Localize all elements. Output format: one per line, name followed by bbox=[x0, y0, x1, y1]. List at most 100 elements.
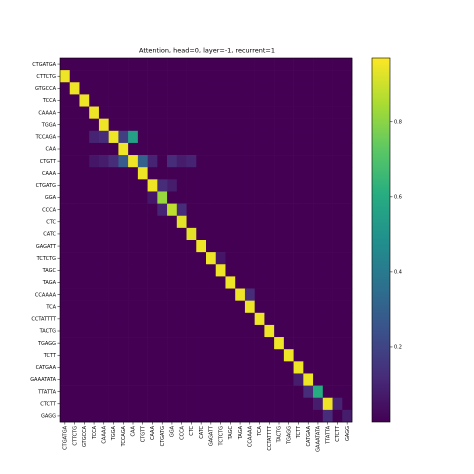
colorbar-tick-label: 0.4 bbox=[394, 270, 402, 276]
heatmap-cell bbox=[79, 385, 90, 399]
heatmap-cell bbox=[137, 373, 148, 386]
heatmap-cell bbox=[313, 215, 324, 229]
heatmap-cell bbox=[79, 70, 90, 83]
heatmap-cell bbox=[196, 179, 207, 192]
heatmap-cell bbox=[89, 215, 100, 229]
heatmap-cell bbox=[186, 252, 197, 265]
heatmap-cell bbox=[167, 312, 178, 326]
heatmap-cell bbox=[264, 118, 275, 132]
heatmap-cell bbox=[176, 82, 187, 95]
heatmap-cell bbox=[147, 142, 158, 156]
row-tick-label: CCTATTTT bbox=[31, 317, 57, 323]
heatmap-cell bbox=[274, 252, 285, 265]
heatmap-cell bbox=[98, 337, 109, 350]
heatmap-cell bbox=[69, 276, 80, 289]
heatmap-cell bbox=[332, 276, 343, 289]
heatmap-cell bbox=[274, 397, 285, 411]
heatmap-cell bbox=[186, 397, 197, 411]
heatmap-cell bbox=[283, 349, 294, 362]
heatmap-cell bbox=[313, 361, 324, 374]
heatmap-cell bbox=[196, 288, 207, 301]
heatmap-cell bbox=[244, 94, 255, 107]
column-tick-label: CTTCTG bbox=[72, 426, 78, 446]
heatmap-cell bbox=[244, 215, 255, 229]
heatmap-cell bbox=[118, 276, 129, 289]
heatmap-cell bbox=[176, 106, 187, 119]
heatmap-cell bbox=[322, 373, 333, 386]
heatmap-cell bbox=[225, 215, 236, 229]
heatmap-cell bbox=[98, 240, 109, 253]
heatmap-cell bbox=[167, 94, 178, 107]
heatmap-cell bbox=[254, 179, 265, 192]
heatmap-cell bbox=[98, 385, 109, 399]
heatmap-cell bbox=[342, 361, 353, 374]
heatmap-cell bbox=[137, 58, 148, 71]
heatmap-cell bbox=[225, 373, 236, 386]
heatmap-cell bbox=[322, 300, 333, 314]
heatmap-cell bbox=[176, 142, 187, 156]
heatmap-cell bbox=[69, 361, 80, 374]
heatmap-cell bbox=[196, 167, 207, 180]
heatmap-cell bbox=[206, 385, 217, 399]
heatmap-cell bbox=[322, 240, 333, 253]
heatmap-cell bbox=[225, 349, 236, 362]
heatmap-cell bbox=[128, 118, 139, 132]
heatmap-cell bbox=[157, 215, 168, 229]
column-tick-label: CCCA bbox=[179, 425, 185, 439]
heatmap-cell bbox=[128, 337, 139, 350]
heatmap-cell bbox=[206, 361, 217, 374]
heatmap-cell bbox=[176, 373, 187, 386]
heatmap-cell bbox=[254, 312, 265, 326]
heatmap-cell bbox=[60, 385, 71, 399]
heatmap-cell bbox=[313, 203, 324, 217]
heatmap-cell bbox=[186, 167, 197, 180]
heatmap-cell bbox=[196, 312, 207, 326]
heatmap-cell bbox=[147, 203, 158, 217]
heatmap-cell bbox=[322, 191, 333, 204]
heatmap-cell bbox=[157, 409, 168, 423]
heatmap-cell bbox=[215, 155, 226, 168]
heatmap-cell bbox=[274, 409, 285, 423]
heatmap-cell bbox=[118, 337, 129, 350]
heatmap-cell bbox=[98, 142, 109, 156]
heatmap-cell bbox=[89, 142, 100, 156]
heatmap-cell bbox=[157, 324, 168, 338]
heatmap-cell bbox=[274, 264, 285, 277]
heatmap-cell bbox=[108, 94, 119, 107]
heatmap-cell bbox=[215, 106, 226, 119]
heatmap-cell bbox=[128, 155, 139, 168]
heatmap-cell bbox=[186, 276, 197, 289]
heatmap-cell bbox=[79, 203, 90, 217]
heatmap-cell bbox=[167, 155, 178, 168]
heatmap-cell bbox=[157, 155, 168, 168]
colorbar-tick-label: 0.8 bbox=[394, 120, 402, 126]
heatmap-cell bbox=[225, 324, 236, 338]
heatmap-cell bbox=[98, 179, 109, 192]
heatmap-cell bbox=[89, 276, 100, 289]
heatmap-cell bbox=[157, 58, 168, 71]
heatmap-cell bbox=[128, 252, 139, 265]
heatmap-cell bbox=[108, 106, 119, 119]
heatmap-cell bbox=[98, 58, 109, 71]
heatmap-cell bbox=[167, 167, 178, 180]
heatmap-cell bbox=[235, 130, 246, 144]
heatmap-cell bbox=[313, 337, 324, 350]
heatmap-cell bbox=[89, 288, 100, 301]
heatmap-cell bbox=[303, 349, 314, 362]
heatmap-cell bbox=[274, 300, 285, 314]
heatmap-cell bbox=[235, 70, 246, 83]
column-tick-label: CTCTT bbox=[335, 425, 341, 442]
heatmap-cell bbox=[283, 82, 294, 95]
heatmap-cell bbox=[313, 118, 324, 132]
heatmap-cell bbox=[332, 324, 343, 338]
heatmap-cell bbox=[167, 252, 178, 265]
heatmap-cell bbox=[89, 191, 100, 204]
heatmap-cell bbox=[322, 227, 333, 241]
heatmap-cell bbox=[235, 361, 246, 374]
heatmap-cell bbox=[313, 397, 324, 411]
heatmap-cell bbox=[332, 94, 343, 107]
heatmap-cell bbox=[167, 58, 178, 71]
heatmap-cell bbox=[176, 70, 187, 83]
heatmap-cell bbox=[215, 385, 226, 399]
heatmap-cell bbox=[89, 252, 100, 265]
